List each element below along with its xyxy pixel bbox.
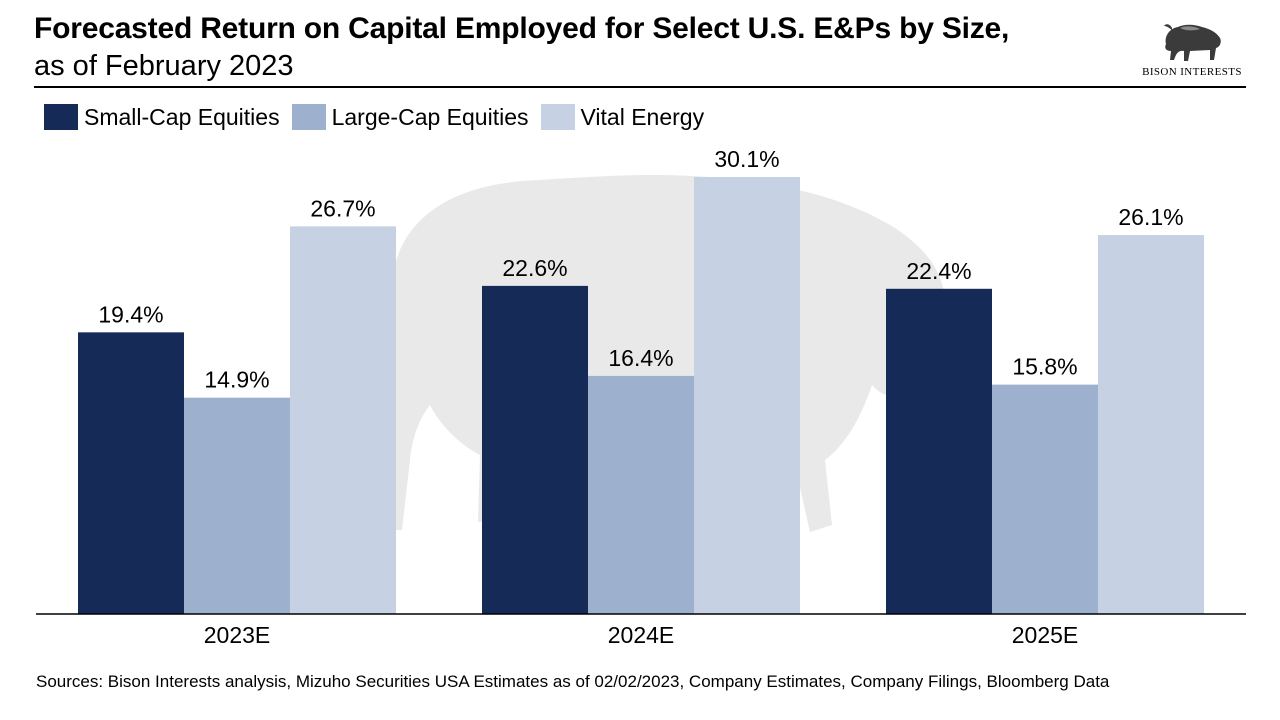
data-label-small-cap-2024e: 22.6%	[502, 255, 567, 281]
data-label-vital-energy-2025e: 26.1%	[1118, 204, 1183, 230]
company-logo: BISON INTERESTS	[1136, 20, 1248, 82]
data-label-vital-energy-2023e: 26.7%	[310, 195, 375, 221]
legend-label-vital-energy: Vital Energy	[580, 103, 705, 130]
x-tick-label-2024e: 2024E	[608, 622, 675, 648]
bars-layer	[78, 177, 1204, 614]
legend-label-large-cap: Large-Cap Equities	[331, 103, 529, 130]
logo-text: BISON INTERESTS	[1142, 66, 1242, 78]
data-label-small-cap-2025e: 22.4%	[906, 258, 971, 284]
data-label-large-cap-2023e: 14.9%	[204, 367, 269, 393]
bison-icon	[1164, 24, 1221, 61]
bar-small-cap-2024e	[482, 285, 588, 614]
data-label-vital-energy-2024e: 30.1%	[714, 146, 779, 172]
bar-small-cap-2023e	[78, 332, 184, 614]
data-label-large-cap-2025e: 15.8%	[1012, 354, 1077, 380]
x-tick-labels: 2023E 2024E 2025E	[204, 622, 1079, 648]
legend-swatch-vital-energy	[540, 104, 575, 130]
bar-small-cap-2025e	[886, 288, 992, 614]
chart-title: Forecasted Return on Capital Employed fo…	[34, 12, 1010, 45]
sources-note: Sources: Bison Interests analysis, Mizuh…	[36, 672, 1110, 691]
data-labels-layer: 19.4% 14.9% 26.7% 22.6% 16.4% 30.1% 22.4% 15.8%…	[98, 146, 1183, 393]
data-label-small-cap-2023e: 19.4%	[98, 301, 163, 327]
legend: Small-Cap Equities Large-Cap Equities Vi…	[44, 102, 716, 132]
bar-vital-energy-2024e	[694, 177, 800, 614]
legend-swatch-large-cap	[291, 104, 326, 130]
data-label-large-cap-2024e: 16.4%	[608, 345, 673, 371]
header-divider	[34, 86, 1246, 88]
legend-label-small-cap: Small-Cap Equities	[84, 103, 280, 130]
x-tick-label-2025e: 2025E	[1012, 622, 1079, 648]
legend-item-small-cap: Small-Cap Equities	[44, 104, 280, 131]
legend-item-vital-energy: Vital Energy	[540, 103, 705, 131]
bar-vital-energy-2025e	[1098, 235, 1204, 614]
x-tick-label-2023e: 2023E	[204, 622, 271, 648]
bar-large-cap-2024e	[588, 375, 694, 614]
legend-item-large-cap: Large-Cap Equities	[291, 103, 529, 131]
bar-vital-energy-2023e	[290, 226, 396, 614]
bar-large-cap-2025e	[992, 384, 1098, 614]
legend-swatch-small-cap	[44, 104, 78, 130]
chart-subtitle: as of February 2023	[34, 50, 294, 82]
bar-large-cap-2023e	[184, 397, 290, 614]
